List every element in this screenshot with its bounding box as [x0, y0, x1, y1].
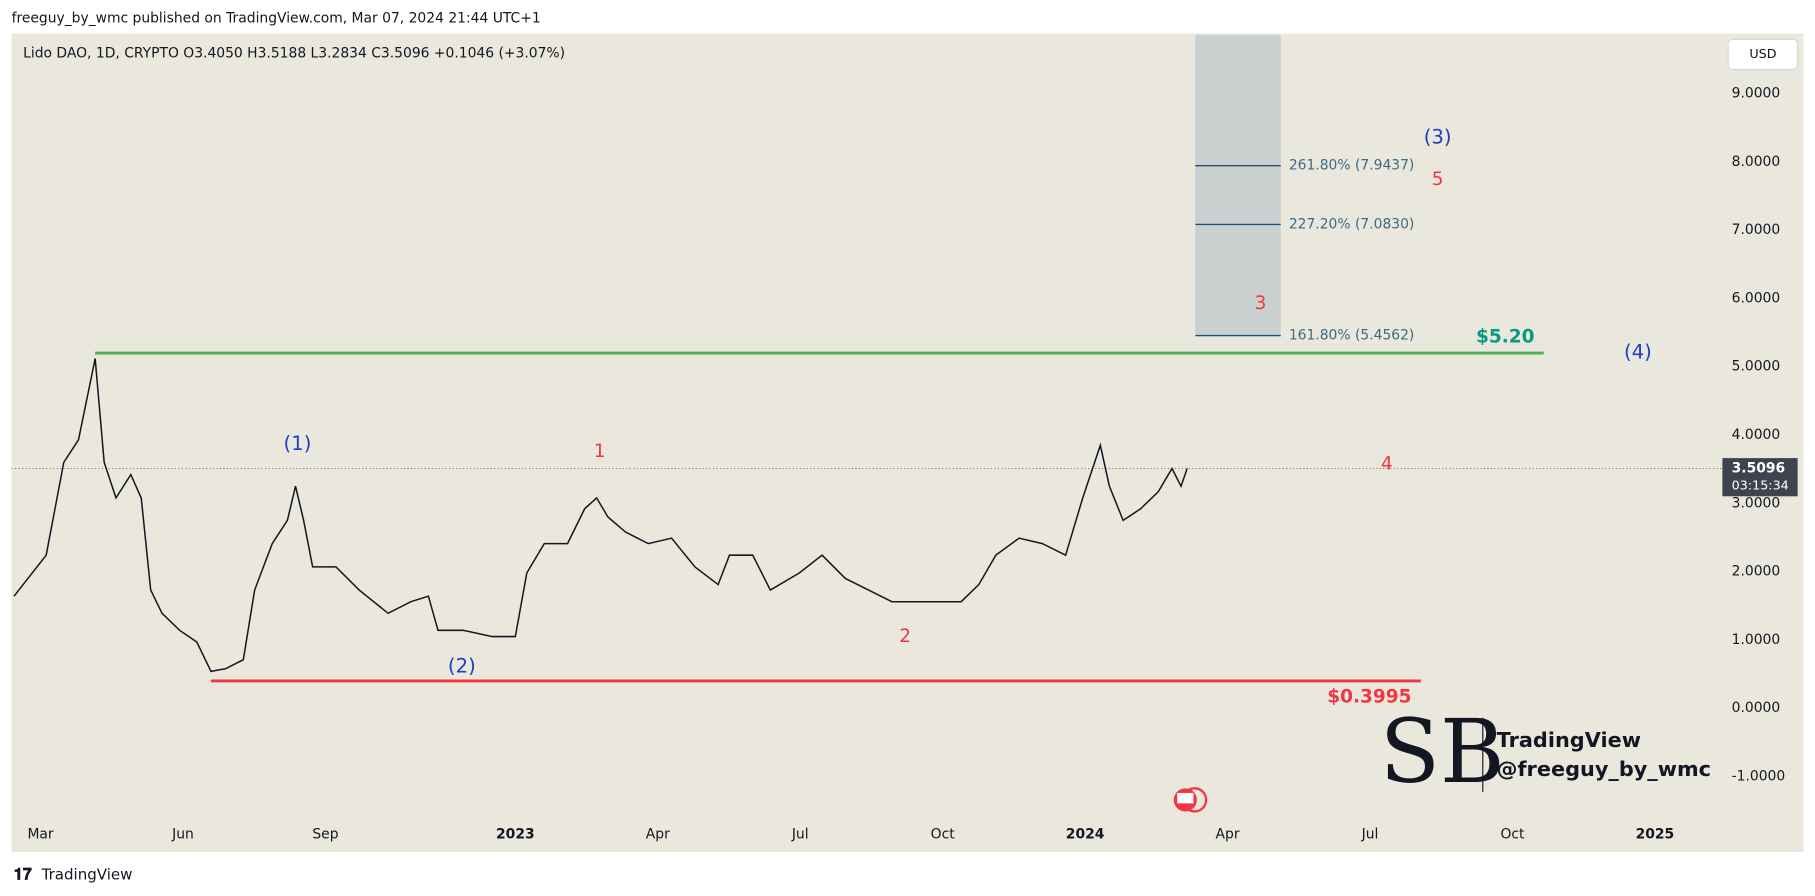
y-tick-label: 0.0000: [1732, 700, 1781, 716]
y-tick-label: 9.0000: [1732, 86, 1781, 102]
x-tick-label: 2023: [496, 827, 535, 843]
y-tick-label: -1.0000: [1732, 769, 1786, 785]
fib-label: 227.20% (7.0830): [1289, 216, 1415, 232]
wave-label: 3: [1255, 293, 1267, 314]
logo-icon: 𝟏𝟕: [14, 865, 32, 884]
y-tick-label: 1.0000: [1732, 632, 1781, 648]
fib-label: 161.80% (5.4562): [1289, 328, 1415, 344]
logo-mark: SB: [1380, 700, 1505, 803]
x-tick-label: Oct: [1500, 827, 1525, 843]
wave-label: 2: [899, 626, 911, 647]
fib-box: [1195, 34, 1281, 336]
wave-label: 4: [1381, 454, 1393, 475]
wave-label: (2): [448, 654, 476, 677]
y-tick-label: 4.0000: [1732, 427, 1781, 443]
fib-label: 261.80% (7.9437): [1289, 158, 1415, 174]
currency-button[interactable]: [1727, 38, 1799, 71]
currency-label: USD: [1749, 47, 1776, 62]
watermark-text: @freeguy_by_wmc: [1497, 757, 1711, 781]
y-tick-label: 2.0000: [1732, 564, 1781, 580]
x-tick-label: Sep: [312, 827, 338, 843]
last-price-box: [1722, 458, 1798, 497]
publish-header: freeguy_by_wmc published on TradingView.…: [12, 11, 541, 27]
flag-icon-inner: [1177, 792, 1194, 804]
y-tick-label: 7.0000: [1732, 222, 1781, 238]
x-tick-label: 2024: [1066, 827, 1105, 843]
x-tick-label: Oct: [931, 827, 956, 843]
wave-label: (4): [1624, 341, 1652, 364]
legend-text: Lido DAO, 1D, CRYPTO O3.4050 H3.5188 L3.…: [23, 45, 565, 61]
wave-label: 5: [1432, 169, 1444, 190]
watermark-text: TradingView: [1497, 728, 1641, 752]
chart-area: [11, 33, 1804, 852]
level-label: $0.3995: [1327, 687, 1411, 708]
price-line: [13, 358, 1188, 673]
x-tick-label: Jun: [171, 827, 194, 843]
x-tick-label: Mar: [27, 827, 53, 843]
sb-logo: SB: [1380, 700, 1505, 803]
x-tick-label: Jul: [791, 827, 809, 843]
x-tick-label: 2025: [1636, 827, 1675, 843]
footer-text: TradingView: [41, 866, 133, 884]
footer-logo: 𝟏𝟕: [14, 865, 32, 884]
x-tick-label: Apr: [1216, 827, 1240, 843]
x-tick-label: Jul: [1361, 827, 1379, 843]
y-tick-label: 3.0000: [1732, 495, 1781, 511]
y-tick-label: 6.0000: [1732, 290, 1781, 306]
level-label: $5.20: [1476, 326, 1535, 347]
x-tick-label: Apr: [646, 827, 670, 843]
y-tick-label: 8.0000: [1732, 154, 1781, 170]
countdown-label: 03:15:34: [1732, 478, 1789, 493]
event-icon: [1173, 787, 1208, 813]
last-price-label: 3.5096: [1732, 461, 1786, 477]
wave-label: (1): [284, 432, 312, 455]
wave-label: (3): [1424, 125, 1452, 148]
y-tick-label: 5.0000: [1732, 359, 1781, 375]
wave-label: 1: [594, 441, 606, 462]
